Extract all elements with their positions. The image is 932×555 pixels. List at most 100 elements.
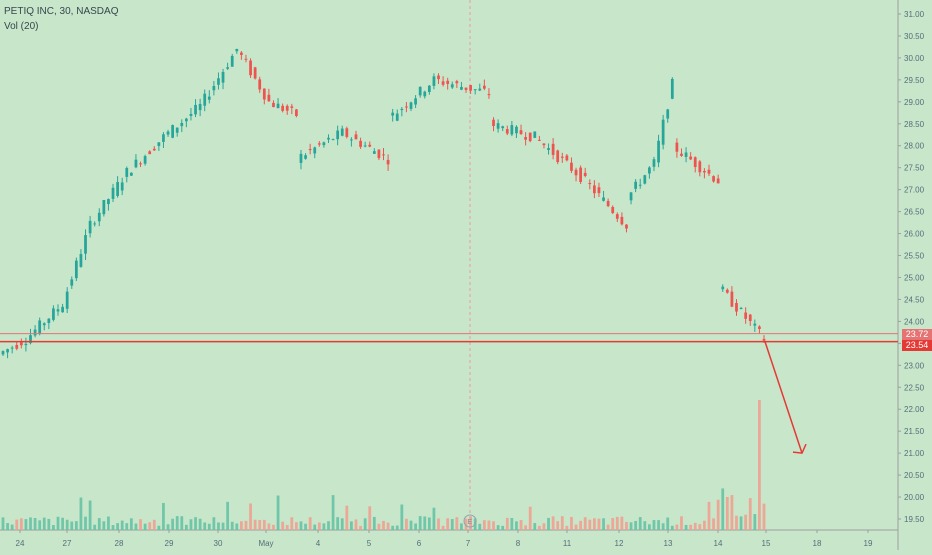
candle-body [152,148,156,151]
y-tick-label: 19.50 [904,515,925,524]
candle-body [56,309,60,312]
volume-bar [478,523,482,530]
candle-body [116,182,119,196]
candle-body [606,200,610,207]
volume-bar [354,519,358,530]
volume-bar [464,518,468,530]
volume-bar [33,518,37,530]
volume-bar [496,525,500,530]
y-tick-label: 28.00 [904,142,925,151]
volume-bar [290,517,294,530]
volume-bar [450,519,454,530]
volume-bar [1,517,5,530]
volume-bar [666,517,670,530]
candle-body [171,125,174,138]
y-tick-label: 30.00 [904,54,925,63]
candle-body [285,105,289,111]
candle-body [24,343,28,346]
x-tick-label: 18 [813,539,822,548]
volume-bar [657,520,660,530]
volume-bar [492,521,495,530]
volume-bar [716,499,720,530]
volume-bar [634,520,638,530]
y-tick-label: 23.00 [904,361,925,370]
volume-bar [166,524,170,530]
volume-bar [203,522,207,530]
candle-body [455,81,459,84]
volume-bar [427,517,431,530]
volume-bar [730,495,734,530]
candle-body [620,216,624,225]
volume-bar [423,516,427,530]
volume-bar [93,524,97,530]
y-tick-label: 25.50 [904,252,925,261]
y-tick-label: 22.00 [904,405,925,414]
volume-indicator-label[interactable]: Vol (20) [4,21,39,32]
volume-bar [52,525,55,530]
candle-body [295,109,298,116]
y-tick-label: 24.50 [904,295,925,304]
volume-bar [579,520,583,530]
candle-body [400,108,404,111]
candle-body [684,152,688,157]
volume-bar [262,519,266,530]
volume-bar [97,518,101,530]
x-tick-label: 30 [214,539,223,548]
candle-body [253,67,257,79]
candle-body [519,130,523,135]
volume-bar [240,521,243,530]
volume-bar [588,519,592,530]
candle-body [129,172,133,176]
volume-bar [510,517,514,530]
symbol-title[interactable]: PETIQ INC, 30, NASDAQ [4,6,119,17]
volume-bar [469,516,472,530]
volume-bar [19,518,23,530]
volume-bar [350,521,353,530]
candle-body [492,119,495,127]
candle-body [74,260,78,279]
volume-bar [441,525,445,530]
volume-bar [139,519,142,530]
volume-bar [698,524,702,530]
candle-body [194,104,197,115]
candle-body [565,155,569,161]
volume-bar [758,400,761,530]
volume-bar [670,525,674,530]
candle-body [638,184,642,186]
candle-body [446,80,450,84]
x-tick-label: 12 [615,539,624,548]
volume-bar [125,523,129,530]
candle-body [240,52,243,55]
volume-bar [61,517,64,530]
candle-body [276,103,280,109]
candle-body [602,197,605,201]
candle-body [693,157,697,168]
candle-body [648,167,651,174]
candle-body [441,81,445,85]
candle-body [15,344,19,349]
volume-bar [276,495,280,530]
volume-bar [304,523,307,530]
volume-bar [143,523,147,530]
candle-body [464,87,468,90]
y-tick-label: 27.00 [904,186,925,195]
y-tick-label: 25.00 [904,273,925,282]
candle-body [203,93,207,106]
candle-body [515,126,518,134]
volume-bar [611,518,615,530]
candle-body [354,134,358,140]
candle-body [753,323,757,326]
volume-bar [409,520,413,530]
candle-body [423,91,427,97]
volume-bar [180,516,184,530]
volume-bar [505,517,509,530]
volume-bar [102,521,106,530]
candle-body [139,163,142,165]
volume-bar [217,522,220,530]
candle-body [111,187,115,199]
volume-bar [267,523,271,530]
volume-bar [542,523,546,530]
volume-bar [15,519,19,530]
candle-body [469,85,472,91]
